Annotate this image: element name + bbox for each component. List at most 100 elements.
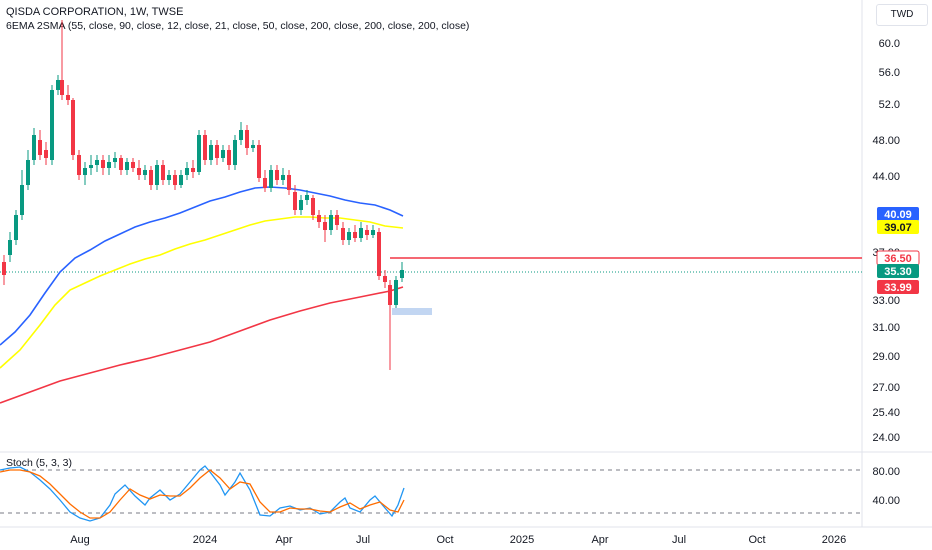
candle-body	[179, 175, 183, 185]
candle-body	[66, 95, 70, 100]
candle-body	[83, 168, 87, 175]
candle-body	[317, 215, 321, 222]
candle-body	[263, 178, 267, 188]
ema-blue-value-badge	[877, 207, 919, 221]
candle-body	[113, 158, 117, 162]
candle-body	[167, 175, 171, 180]
candle-body	[173, 175, 177, 185]
ema-blue-value-badge-text: 40.09	[884, 209, 912, 221]
symbol-title[interactable]: QISDA CORPORATION, 1W, TWSE	[6, 6, 184, 18]
candle-body	[215, 145, 219, 158]
price-tick-label: 44.00	[872, 171, 900, 183]
indicator-legend[interactable]: 6EMA 2SMA (55, close, 90, close, 12, clo…	[6, 20, 470, 32]
candle-body	[359, 228, 363, 238]
time-tick-label: Oct	[748, 534, 765, 546]
candle-body	[50, 90, 54, 160]
stoch-k-line	[0, 465, 405, 522]
candle-body	[394, 280, 398, 305]
candle-body	[233, 140, 237, 165]
ema-yellow-value-badge-text: 39.07	[884, 222, 912, 234]
price-tick-label: 60.0	[879, 38, 900, 50]
candle-body	[275, 170, 279, 180]
candle-body	[388, 285, 392, 305]
candle-body	[227, 150, 231, 165]
time-tick-label: 2026	[822, 534, 846, 546]
candle-body	[125, 162, 129, 170]
candle-body	[335, 215, 339, 225]
candle-body	[107, 162, 111, 168]
price-tick-label: 56.0	[879, 67, 900, 79]
price-tick-label: 31.00	[872, 322, 900, 334]
candle-body	[305, 195, 309, 200]
candle-body	[14, 215, 18, 240]
candle-body	[251, 145, 255, 148]
sma-red-value-badge-text: 33.99	[884, 282, 912, 294]
candle-body	[101, 160, 105, 168]
sma-red-value-badge	[877, 280, 919, 294]
stoch-tick-label: 80.00	[872, 466, 900, 478]
candle-body	[377, 232, 381, 276]
candle-body	[329, 215, 333, 230]
resistance-price-badge-text: 36.50	[884, 253, 912, 265]
candle-body	[155, 165, 159, 185]
price-tick-label: 52.0	[879, 99, 900, 111]
candle-body	[149, 170, 153, 185]
price-tick-label: 27.00	[872, 382, 900, 394]
stoch-tick-label: 40.00	[872, 495, 900, 507]
stoch-d-line	[0, 469, 405, 519]
candle-body	[119, 158, 123, 170]
time-axis[interactable]: Aug 2024 Apr Jul Oct 2025 Apr Jul Oct 2026	[70, 534, 846, 546]
candle-body	[38, 140, 42, 155]
time-tick-label: Apr	[591, 534, 608, 546]
candle-body	[353, 232, 357, 238]
candle-body	[293, 192, 297, 210]
stoch-legend[interactable]: Stoch (5, 3, 3)	[6, 457, 72, 469]
time-tick-label: 2024	[193, 534, 217, 546]
currency-button[interactable]: TWD	[876, 4, 928, 26]
candle-body	[245, 130, 249, 148]
candlestick-series[interactable]	[2, 20, 404, 370]
time-tick-label: Jul	[356, 534, 370, 546]
candle-body	[89, 165, 93, 168]
ema-yellow-value-badge	[877, 220, 919, 234]
candle-body	[137, 168, 141, 175]
price-tick-label: 29.00	[872, 351, 900, 363]
support-zone-box[interactable]	[392, 308, 432, 315]
candle-body	[77, 155, 81, 175]
candle-body	[257, 145, 261, 178]
last-price-badge-text: 35.30	[884, 266, 912, 278]
candle-body	[323, 222, 327, 230]
candle-body	[383, 276, 387, 282]
candle-body	[71, 100, 75, 155]
price-tick-label: 24.00	[872, 432, 900, 444]
candle-body	[365, 230, 369, 235]
price-tick-label: 33.00	[872, 295, 900, 307]
candle-body	[239, 130, 243, 140]
ema-blue-line	[0, 186, 404, 346]
candle-body	[197, 135, 201, 172]
time-tick-label: Aug	[70, 534, 90, 546]
candle-body	[287, 175, 291, 190]
candle-body	[2, 262, 6, 275]
last-price-badge	[877, 264, 919, 278]
candle-body	[209, 145, 213, 160]
candle-body	[20, 185, 24, 215]
sma-red-line	[0, 286, 404, 404]
candle-body	[44, 150, 48, 158]
stoch-axis[interactable]: 80.00 40.00	[872, 466, 900, 507]
price-axis[interactable]: 60.056.052.048.0044.0037.0033.0031.0029.…	[872, 38, 900, 444]
time-tick-label: Oct	[436, 534, 453, 546]
candle-body	[143, 170, 147, 175]
candle-body	[299, 200, 303, 210]
candle-body	[161, 165, 165, 180]
time-tick-label: 2025	[510, 534, 534, 546]
candle-body	[60, 80, 64, 95]
candle-body	[95, 160, 99, 165]
time-tick-label: Apr	[275, 534, 292, 546]
price-tick-label: 48.00	[872, 135, 900, 147]
candle-body	[56, 80, 60, 90]
candle-body	[311, 198, 315, 215]
candle-body	[341, 228, 345, 240]
